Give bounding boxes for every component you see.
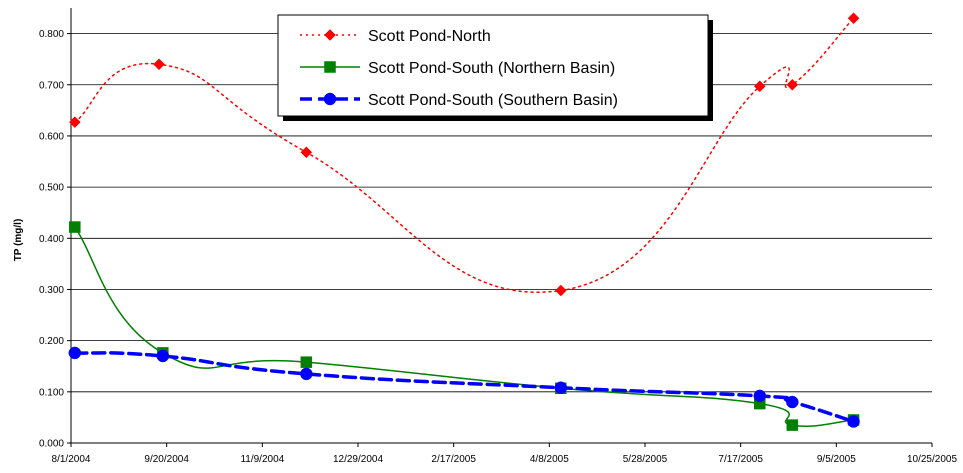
- y-tick-label: 0.400: [39, 234, 64, 245]
- series-2: [68, 346, 860, 428]
- data-point: [156, 349, 170, 363]
- x-tick-label: 7/17/2005: [718, 454, 763, 465]
- y-tick-label: 0.500: [39, 183, 64, 194]
- series-line-0: [74, 17, 855, 293]
- data-point: [153, 58, 165, 71]
- y-tick-label: 0.700: [39, 80, 64, 91]
- y-tick-label: 0.300: [39, 285, 64, 296]
- x-tick-label: 11/9/2004: [240, 454, 284, 465]
- data-point: [68, 346, 82, 360]
- data-point: [68, 116, 81, 128]
- x-tick-label: 9/5/2005: [817, 454, 856, 465]
- legend-label-1: Scott Pond-South (Northern Basin): [368, 60, 615, 77]
- data-point: [786, 395, 799, 409]
- x-tick-label: 5/28/2005: [623, 454, 668, 465]
- legend-marker-2: [323, 92, 337, 106]
- x-tick-label: 8/1/2004: [52, 454, 91, 465]
- series-layer: [68, 12, 860, 431]
- legend-label-0: Scott Pond-North: [368, 28, 491, 45]
- data-point: [300, 356, 313, 368]
- series-0: [68, 12, 860, 297]
- legend-marker-1: [324, 61, 336, 73]
- data-point: [300, 146, 313, 159]
- x-tick-label: 4/8/2005: [530, 454, 569, 465]
- x-tick-label: 2/17/2005: [431, 454, 476, 465]
- data-point: [847, 12, 860, 25]
- y-tick-label: 0.200: [39, 336, 64, 347]
- data-point: [753, 389, 767, 403]
- legend-box: [277, 14, 709, 117]
- y-tick-label: 0.100: [39, 387, 64, 398]
- data-point: [753, 80, 766, 93]
- x-tick-label: 12/29/2004: [333, 454, 383, 465]
- legend-marker-0: [324, 29, 336, 41]
- x-tick-label: 9/20/2004: [144, 454, 189, 465]
- data-point: [554, 381, 568, 394]
- data-point: [554, 284, 567, 297]
- legend-label-2: Scott Pond-South (Southern Basin): [368, 92, 618, 109]
- y-tick-label: 0.000: [39, 439, 64, 450]
- y-axis-title: TP (mg/l): [13, 219, 24, 262]
- legend: Scott Pond-North Scott Pond-South (Northe…: [277, 14, 713, 121]
- data-point: [69, 221, 81, 233]
- x-tick-label: 10/25/2005: [907, 454, 957, 465]
- data-point: [786, 78, 799, 91]
- series-line-2: [73, 351, 856, 424]
- y-tick-label: 0.600: [39, 131, 64, 142]
- y-tick-label: 0.800: [39, 29, 64, 40]
- data-point: [300, 367, 313, 381]
- data-point: [847, 415, 860, 428]
- data-point: [786, 419, 799, 431]
- axes: TP (mg/l) 0.000 0.100 0.200 0.300 0.400 0.500…: [13, 8, 957, 465]
